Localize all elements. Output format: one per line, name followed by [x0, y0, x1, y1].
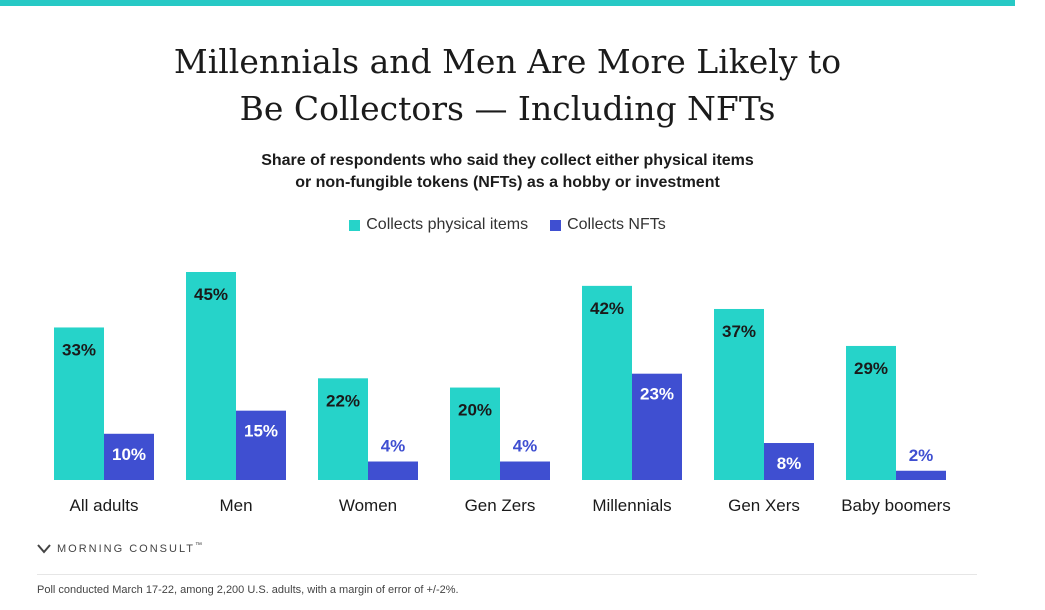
- legend-item-nfts: Collects NFTs: [550, 216, 666, 234]
- data-label-physical-3: 20%: [458, 401, 492, 420]
- category-label-6: Baby boomers: [841, 496, 951, 515]
- bar-nfts-6: [896, 470, 946, 480]
- data-label-physical-4: 42%: [590, 299, 624, 318]
- bar-physical-0: [54, 327, 104, 480]
- bar-nfts-0: [104, 433, 154, 480]
- legend-swatch-nfts: [550, 219, 562, 231]
- data-label-nfts-5: 8%: [777, 454, 802, 473]
- chart-subtitle-line-2: or non-fungible tokens (NFTs) as a hobby…: [295, 174, 720, 191]
- bar-physical-2: [318, 378, 368, 480]
- category-label-4: Millennials: [592, 496, 671, 515]
- morning-consult-logo-icon: [37, 544, 51, 554]
- bar-nfts-3: [500, 461, 550, 480]
- chart-subtitle: Share of respondents who said they colle…: [0, 150, 1015, 194]
- data-label-physical-0: 33%: [62, 340, 96, 359]
- chart-subtitle-line-1: Share of respondents who said they colle…: [261, 152, 754, 169]
- bar-nfts-4: [632, 373, 682, 480]
- brand-logo: MORNING CONSULT ™: [37, 541, 208, 555]
- footer-divider: [37, 574, 977, 575]
- data-label-nfts-3: 4%: [513, 437, 538, 456]
- legend-label-nfts: Collects NFTs: [567, 216, 666, 233]
- category-label-3: Gen Zers: [465, 496, 536, 515]
- bar-nfts-5: [764, 443, 814, 480]
- chart-legend: Collects physical items Collects NFTs: [0, 216, 1015, 234]
- data-label-physical-1: 45%: [194, 285, 228, 304]
- footnote: Poll conducted March 17-22, among 2,200 …: [37, 584, 459, 596]
- bar-nfts-2: [368, 461, 418, 480]
- bar-physical-4: [582, 285, 632, 480]
- category-label-2: Women: [339, 496, 397, 515]
- data-label-nfts-2: 4%: [381, 437, 406, 456]
- data-label-nfts-4: 23%: [640, 385, 674, 404]
- chart-title-line-2: Be Collectors — Including NFTs: [239, 89, 776, 128]
- brand-trademark: ™: [194, 541, 202, 549]
- category-label-5: Gen Xers: [728, 496, 800, 515]
- legend-item-physical: Collects physical items: [349, 216, 528, 234]
- bar-physical-5: [714, 308, 764, 480]
- top-accent-bar: [0, 0, 1015, 6]
- brand-name: MORNING CONSULT: [57, 543, 195, 555]
- data-label-physical-2: 22%: [326, 391, 360, 410]
- data-label-nfts-6: 2%: [909, 446, 934, 465]
- bar-nfts-1: [236, 410, 286, 480]
- data-label-nfts-0: 10%: [112, 445, 146, 464]
- legend-swatch-physical: [349, 219, 361, 231]
- chart-title-line-1: Millennials and Men Are More Likely to: [173, 42, 842, 81]
- data-label-physical-6: 29%: [854, 359, 888, 378]
- bar-chart: 33% 10% All adults 45% 15% Men 22% 4% Women 20% 4%…: [54, 272, 951, 515]
- category-label-1: Men: [219, 496, 252, 515]
- chart-title: Millennials and Men Are More Likely to B…: [0, 38, 1015, 132]
- data-label-physical-5: 37%: [722, 322, 756, 341]
- category-label-0: All adults: [70, 496, 139, 515]
- data-label-nfts-1: 15%: [244, 422, 278, 441]
- bar-physical-6: [846, 345, 896, 480]
- legend-label-physical: Collects physical items: [366, 216, 529, 233]
- bar-physical-3: [450, 387, 500, 480]
- bar-physical-1: [186, 272, 236, 480]
